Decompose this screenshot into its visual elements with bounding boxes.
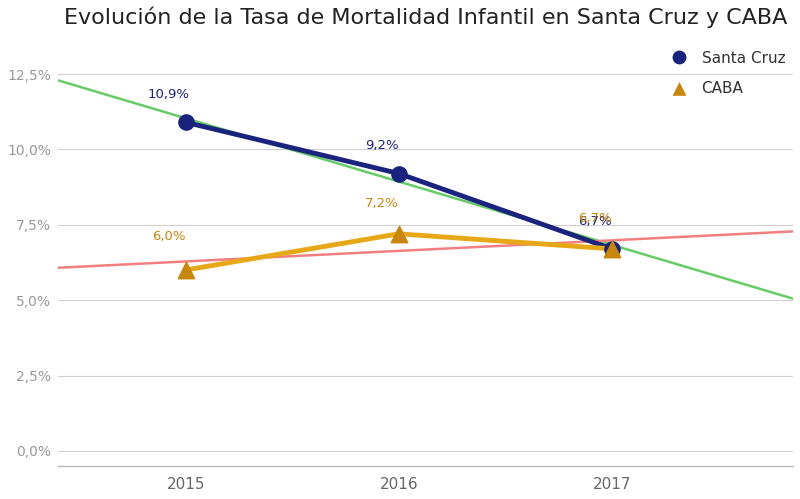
Point [392,170,405,178]
Text: 6,7%: 6,7% [578,215,612,228]
Point [179,118,192,126]
Text: 9,2%: 9,2% [365,139,398,152]
Text: 10,9%: 10,9% [147,88,190,101]
Text: 7,2%: 7,2% [365,197,398,210]
Point [392,230,405,238]
Point [606,245,618,253]
Text: 6,7%: 6,7% [578,212,612,225]
Point [179,266,192,274]
Text: 6,0%: 6,0% [152,230,186,243]
Legend: Santa Cruz, CABA: Santa Cruz, CABA [656,43,793,104]
Point [606,245,618,253]
Title: Evolución de la Tasa de Mortalidad Infantil en Santa Cruz y CABA: Evolución de la Tasa de Mortalidad Infan… [64,7,787,28]
